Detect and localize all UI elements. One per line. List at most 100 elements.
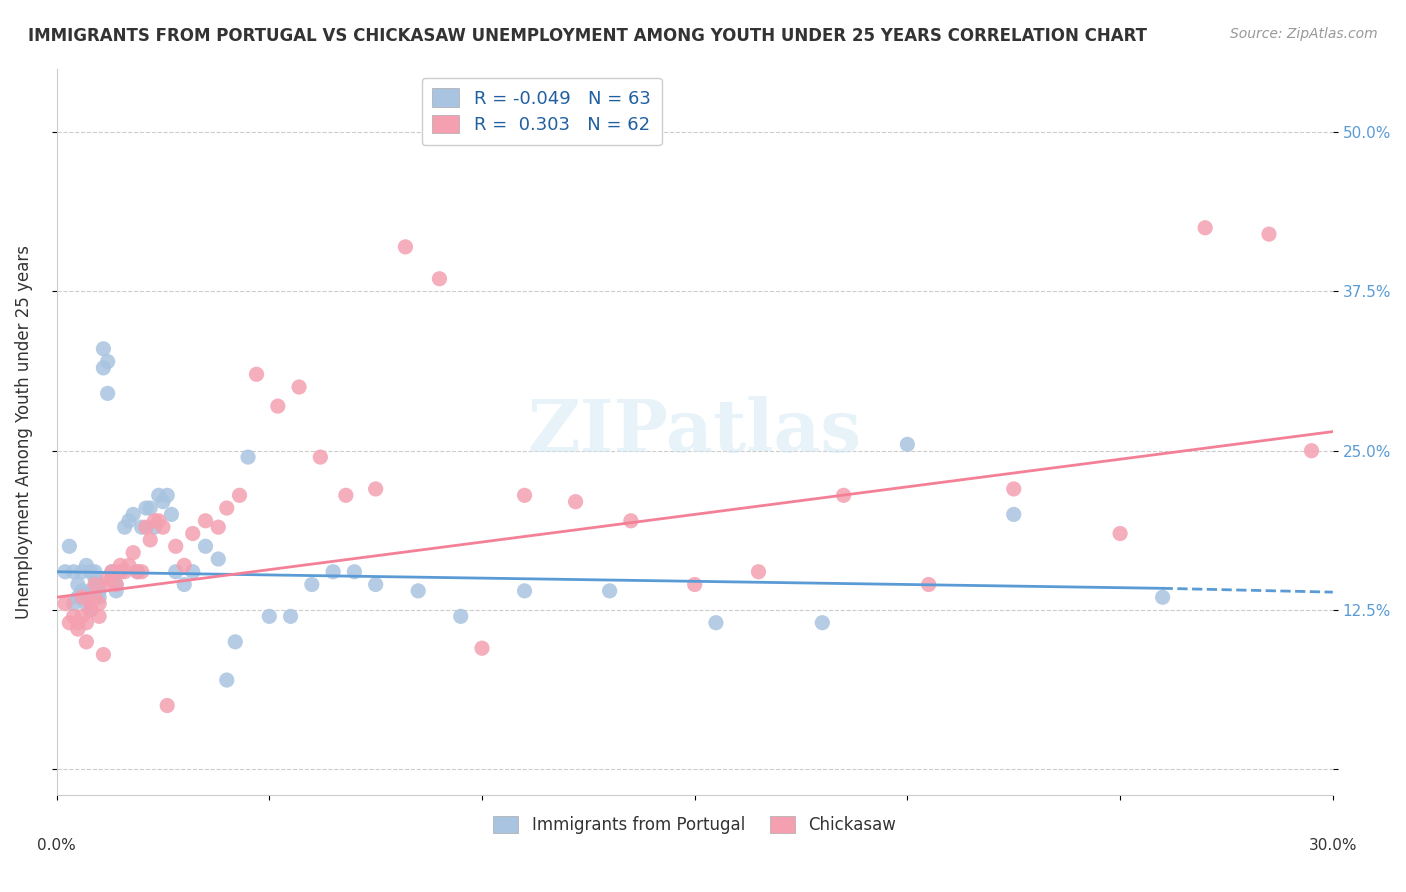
Point <box>620 514 643 528</box>
Point <box>118 558 141 573</box>
Point <box>70 565 93 579</box>
Text: 30.0%: 30.0% <box>1309 838 1357 854</box>
Point <box>131 565 153 579</box>
Point <box>194 514 217 528</box>
Point <box>118 514 141 528</box>
Point <box>101 565 124 579</box>
Point <box>513 488 536 502</box>
Point <box>110 558 132 573</box>
Point <box>66 615 89 630</box>
Point <box>343 565 366 579</box>
Point <box>1194 220 1216 235</box>
Point <box>58 539 80 553</box>
Point <box>832 488 855 502</box>
Point <box>114 565 136 579</box>
Point <box>1343 558 1365 573</box>
Point <box>513 583 536 598</box>
Point <box>152 494 174 508</box>
Point <box>66 577 89 591</box>
Point <box>1002 508 1025 522</box>
Point <box>110 565 132 579</box>
Point <box>97 386 120 401</box>
Point <box>62 565 84 579</box>
Point <box>165 539 187 553</box>
Point <box>70 583 93 598</box>
Point <box>215 673 238 687</box>
Point <box>156 698 179 713</box>
Point <box>259 609 281 624</box>
Point <box>165 565 187 579</box>
Point <box>364 482 387 496</box>
Point <box>704 615 727 630</box>
Point <box>75 615 97 630</box>
Point <box>122 546 145 560</box>
Point <box>66 622 89 636</box>
Point <box>148 488 170 502</box>
Point <box>139 533 162 547</box>
Point <box>83 571 105 585</box>
Text: 0.0%: 0.0% <box>37 838 76 854</box>
Y-axis label: Unemployment Among Youth under 25 years: Unemployment Among Youth under 25 years <box>15 244 32 619</box>
Point <box>127 565 149 579</box>
Point <box>70 591 93 605</box>
Point <box>1152 591 1174 605</box>
Point <box>564 494 586 508</box>
Point <box>97 571 120 585</box>
Point <box>127 565 149 579</box>
Point <box>288 380 311 394</box>
Point <box>1301 443 1323 458</box>
Point <box>280 609 302 624</box>
Point <box>135 520 157 534</box>
Point <box>53 565 76 579</box>
Point <box>89 577 111 591</box>
Point <box>105 577 128 591</box>
Point <box>83 591 105 605</box>
Point <box>122 508 145 522</box>
Point <box>97 354 120 368</box>
Point <box>156 488 179 502</box>
Point <box>181 526 204 541</box>
Point <box>66 591 89 605</box>
Point <box>917 577 939 591</box>
Point <box>429 271 451 285</box>
Point <box>131 520 153 534</box>
Point <box>1258 227 1281 241</box>
Point <box>75 597 97 611</box>
Point <box>1109 526 1132 541</box>
Point <box>105 583 128 598</box>
Point <box>173 577 195 591</box>
Point <box>93 360 115 375</box>
Point <box>79 603 101 617</box>
Point <box>114 520 136 534</box>
Point <box>152 520 174 534</box>
Point <box>148 514 170 528</box>
Point <box>79 583 101 598</box>
Point <box>207 520 229 534</box>
Point <box>79 597 101 611</box>
Point <box>62 597 84 611</box>
Text: Source: ZipAtlas.com: Source: ZipAtlas.com <box>1230 27 1378 41</box>
Point <box>89 583 111 598</box>
Point <box>224 635 246 649</box>
Text: ZIPatlas: ZIPatlas <box>527 396 862 467</box>
Point <box>110 565 132 579</box>
Point <box>1002 482 1025 496</box>
Point <box>207 552 229 566</box>
Point <box>135 501 157 516</box>
Point <box>335 488 357 502</box>
Point <box>83 577 105 591</box>
Point <box>599 583 621 598</box>
Point <box>811 615 834 630</box>
Legend: Immigrants from Portugal, Chickasaw: Immigrants from Portugal, Chickasaw <box>484 806 905 845</box>
Point <box>101 571 124 585</box>
Point <box>896 437 918 451</box>
Point <box>747 565 769 579</box>
Point <box>215 501 238 516</box>
Point <box>75 635 97 649</box>
Point <box>79 565 101 579</box>
Point <box>62 609 84 624</box>
Point <box>93 648 115 662</box>
Text: IMMIGRANTS FROM PORTUGAL VS CHICKASAW UNEMPLOYMENT AMONG YOUTH UNDER 25 YEARS CO: IMMIGRANTS FROM PORTUGAL VS CHICKASAW UN… <box>28 27 1147 45</box>
Point <box>89 609 111 624</box>
Point <box>394 240 416 254</box>
